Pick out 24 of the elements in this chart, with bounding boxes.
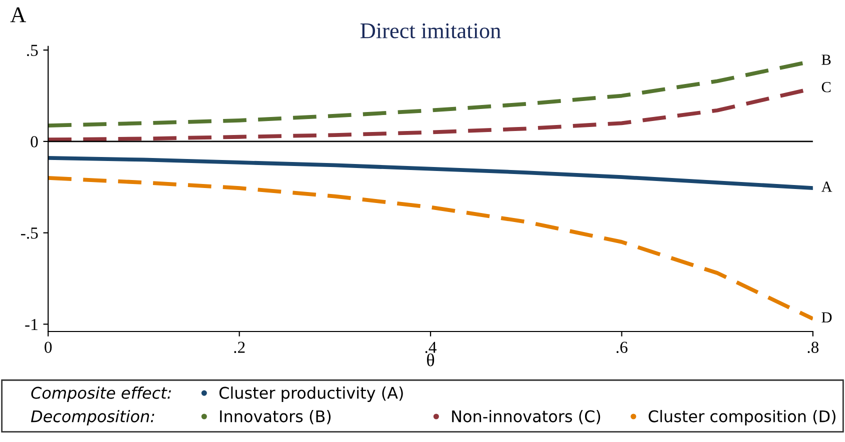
chart-title: Direct imitation	[360, 23, 501, 38]
y-tick-label: -.5	[21, 228, 38, 239]
line-series	[48, 176, 813, 321]
legend-label: Non-innovators (C)	[452, 410, 600, 424]
x-axis-title: θ	[427, 353, 434, 366]
x-tick-label: 0	[44, 342, 52, 353]
chart-subtitle: A	[10, 7, 26, 22]
text: B	[822, 54, 831, 65]
y-tick-label: .5	[27, 44, 38, 56]
x-tick-label: .8	[808, 342, 819, 354]
x-tick-label: .4	[425, 342, 437, 354]
x-tick-label: .6	[616, 342, 628, 354]
y-tick-label: -1	[25, 318, 38, 330]
text: Decomposition:	[31, 410, 154, 426]
line-series	[48, 156, 813, 190]
text: C	[822, 82, 831, 92]
legend-label: Innovators (B)	[220, 410, 331, 424]
text: A	[821, 182, 832, 192]
x-tick-label: .2	[234, 342, 245, 354]
text: Composite effect:	[31, 386, 171, 402]
text: D	[822, 312, 832, 322]
y-tick-label: 0	[30, 136, 38, 148]
legend-label: Cluster composition (D)	[648, 410, 836, 426]
legend-label: Cluster productivity (A)	[219, 386, 403, 402]
